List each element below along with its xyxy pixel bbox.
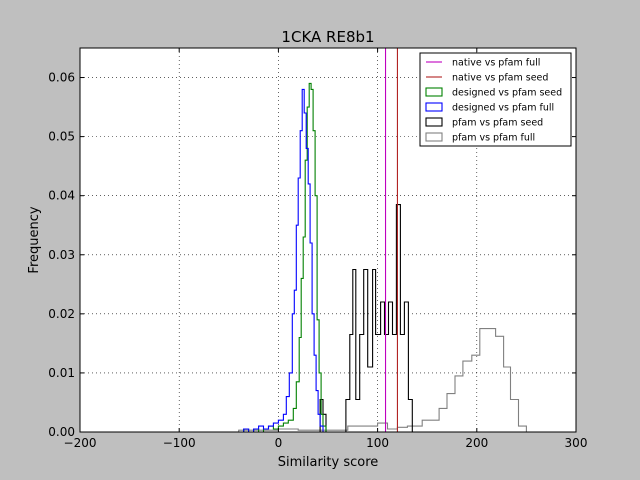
series-pfam-vs-pfam-full-histogram: [99, 328, 527, 433]
series-designed-vs-pfam-full-histogram: [238, 88, 324, 433]
legend-swatch: [425, 102, 443, 112]
y-tick-label: 0.06: [48, 71, 75, 85]
y-tick-label: 0.04: [48, 189, 75, 203]
legend-label: pfam vs pfam full: [452, 133, 535, 144]
y-tick-label: 0.02: [48, 307, 75, 321]
y-axis-label: Frequency: [27, 206, 42, 273]
legend-label: pfam vs pfam seed: [452, 118, 543, 129]
legend-swatch: [425, 117, 443, 127]
x-tick-label: −100: [163, 436, 196, 450]
series-pfam-vs-pfam-seed-histogram: [319, 204, 413, 433]
tick-layer: −200 −100 0 100 200 300 0.00 0.01 0.02 0.03 0.04 0.…: [48, 48, 587, 450]
plot-frame: [79, 47, 577, 433]
vline-layer: [384, 48, 398, 432]
y-tick-label: 0.00: [48, 425, 75, 439]
x-axis-label: Similarity score: [278, 455, 379, 470]
legend-label: native vs pfam seed: [452, 73, 548, 84]
legend: native vs pfam full native vs pfam seed de…: [419, 52, 572, 147]
x-tick-label: 200: [465, 436, 488, 450]
y-tick-label: 0.03: [48, 248, 75, 262]
x-tick-label: 300: [565, 436, 588, 450]
grid: [80, 48, 576, 432]
legend-label: designed vs pfam full: [452, 103, 554, 114]
x-tick-label: 0: [275, 436, 283, 450]
y-tick-label: 0.01: [48, 366, 75, 380]
legend-box: [419, 52, 572, 147]
x-tick-label: 100: [366, 436, 389, 450]
y-tick-label: 0.05: [48, 130, 75, 144]
legend-swatch: [425, 132, 443, 142]
legend-label: native vs pfam full: [452, 58, 540, 69]
x-tick-label: −200: [64, 436, 97, 450]
legend-label: designed vs pfam seed: [452, 88, 562, 99]
series-layer: [99, 82, 527, 433]
legend-swatch: [425, 87, 443, 97]
chart-title: 1CKA RE8b1: [281, 28, 374, 46]
